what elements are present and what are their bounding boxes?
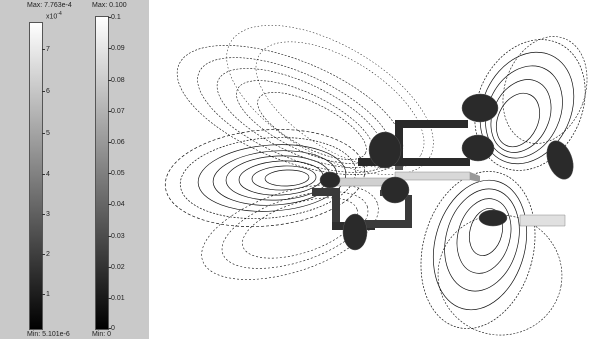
streamlines-upper-center	[226, 25, 434, 175]
streamlines-left-mid	[164, 129, 366, 227]
colorbar-right-tick: 0.1	[111, 14, 121, 21]
streamlines-left-upper	[176, 45, 404, 175]
colorbar-right-tick: 0.05	[111, 170, 125, 177]
colorbar-right-tick: 0.04	[111, 201, 125, 208]
colorbar-right-tick: 0.01	[111, 295, 125, 302]
colorbar-right-min-label: Min: 0	[92, 331, 112, 338]
colorbar-left-tick: 4	[46, 171, 50, 178]
streamlines-right-far	[437, 36, 588, 336]
streamlines-right-upper	[474, 39, 586, 171]
colorbar-left-multiplier: x10-4	[46, 11, 62, 21]
colorbar-left-tick: 5	[46, 130, 50, 137]
colorbar-right-tick: 0.08	[111, 77, 125, 84]
colorbar-right-tick: 0	[111, 325, 115, 332]
colorbar-right-max-label: Max: 0.100	[92, 2, 127, 9]
visualization-area[interactable]	[150, 0, 589, 339]
colorbar-left-tick: 6	[46, 88, 50, 95]
colorbar-left-tick: 2	[46, 251, 50, 258]
colorbar-left-gradient	[29, 22, 43, 330]
colorbar-right-tick: 0.09	[111, 45, 125, 52]
colorbar-right-tick: 0.06	[111, 139, 125, 146]
colorbar-left-max-label: Max: 7.763e-4	[27, 2, 72, 9]
colorbar-right-tick: 0.02	[111, 264, 125, 271]
streamlines-right-lower	[420, 171, 536, 329]
conductor-structure	[312, 120, 566, 230]
colorbar-left-tick: 3	[46, 211, 50, 218]
colorbar-right-tick: 0.07	[111, 108, 125, 115]
colorbar-right-gradient	[95, 16, 109, 330]
legend-panel: Max: 7.763e-4 x10-4 7 6 5 4 3 2 1 Min: 5…	[0, 0, 149, 339]
tube-streamlines	[319, 93, 574, 251]
colorbar-left-min-label: Min: 5.101e-6	[27, 331, 70, 338]
streamline-plot	[164, 25, 588, 336]
colorbar-left-tick: 1	[46, 291, 50, 298]
colorbar-left-tick: 7	[46, 46, 50, 53]
colorbar-right-tick: 0.03	[111, 233, 125, 240]
streamlines-left-lower	[201, 184, 379, 280]
